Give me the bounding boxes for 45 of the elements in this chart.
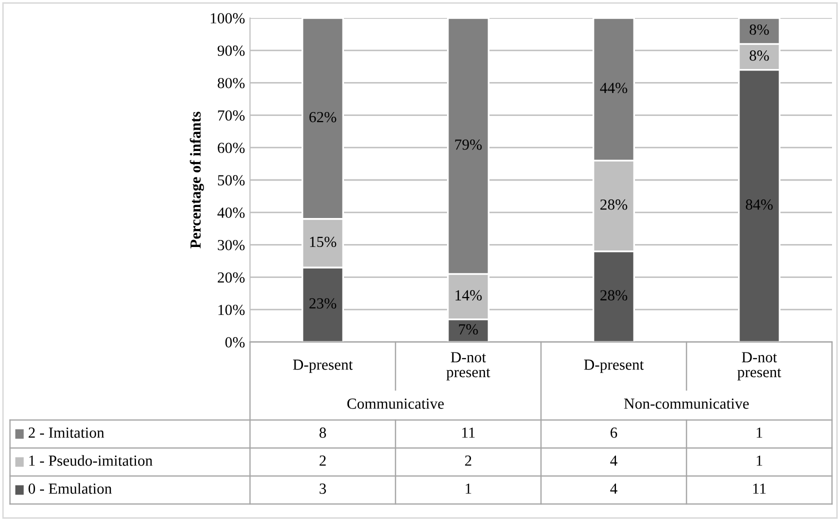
y-tick-label: 50% [218, 175, 245, 186]
data-label: 7% [459, 324, 478, 335]
text: Non-communicative [624, 398, 749, 409]
text: 6 [610, 428, 618, 438]
text: 1 [466, 484, 472, 494]
y-tick-label: 100% [210, 13, 245, 24]
legend-label: 1 - Pseudo-imitation [29, 455, 153, 466]
y-axis-title: Percentage of infants [190, 112, 204, 248]
y-tick-label: 0% [225, 337, 245, 348]
data-label: 44% [600, 82, 628, 94]
y-tick-label: 20% [218, 272, 245, 283]
x-tick-label: D-not present [737, 352, 782, 380]
data-label: 15% [310, 236, 336, 248]
legend-label: 2 - Imitation [28, 428, 104, 438]
x-tick-label: D-present [584, 360, 644, 373]
data-label: 28% [600, 290, 628, 301]
text: 4 [610, 456, 618, 466]
data-label: 28% [600, 199, 628, 210]
text: 1 [756, 456, 762, 466]
data-label: 8% [750, 50, 769, 61]
text: 11 [462, 428, 475, 438]
data-label: 62% [309, 112, 336, 122]
text: 2 [320, 456, 326, 466]
y-tick-label: 60% [218, 142, 245, 154]
text: Communicative [347, 398, 444, 409]
text: 1 [756, 428, 762, 438]
data-label: 14% [456, 290, 482, 301]
data-label: 8% [750, 24, 769, 35]
y-tick-label: 10% [218, 304, 245, 316]
y-tick-label: 90% [218, 46, 245, 56]
y-tick-label: 40% [217, 208, 245, 218]
text: 3 [320, 484, 326, 494]
y-tick-label: 70% [218, 110, 245, 121]
data-label: 23% [309, 298, 336, 309]
text: 2 [465, 456, 472, 466]
text: 4 [610, 484, 618, 494]
legend-label: 0 - Emulation [28, 483, 112, 494]
text: 8 [320, 428, 326, 438]
data-label: 79% [455, 139, 482, 150]
x-tick-label: D-present [293, 360, 353, 373]
y-tick-label: 80% [218, 78, 245, 88]
x-tick-label: D-not present [446, 352, 490, 380]
data-label: 84% [746, 199, 773, 210]
y-tick-label: 30% [218, 240, 245, 250]
text: 11 [753, 484, 766, 494]
